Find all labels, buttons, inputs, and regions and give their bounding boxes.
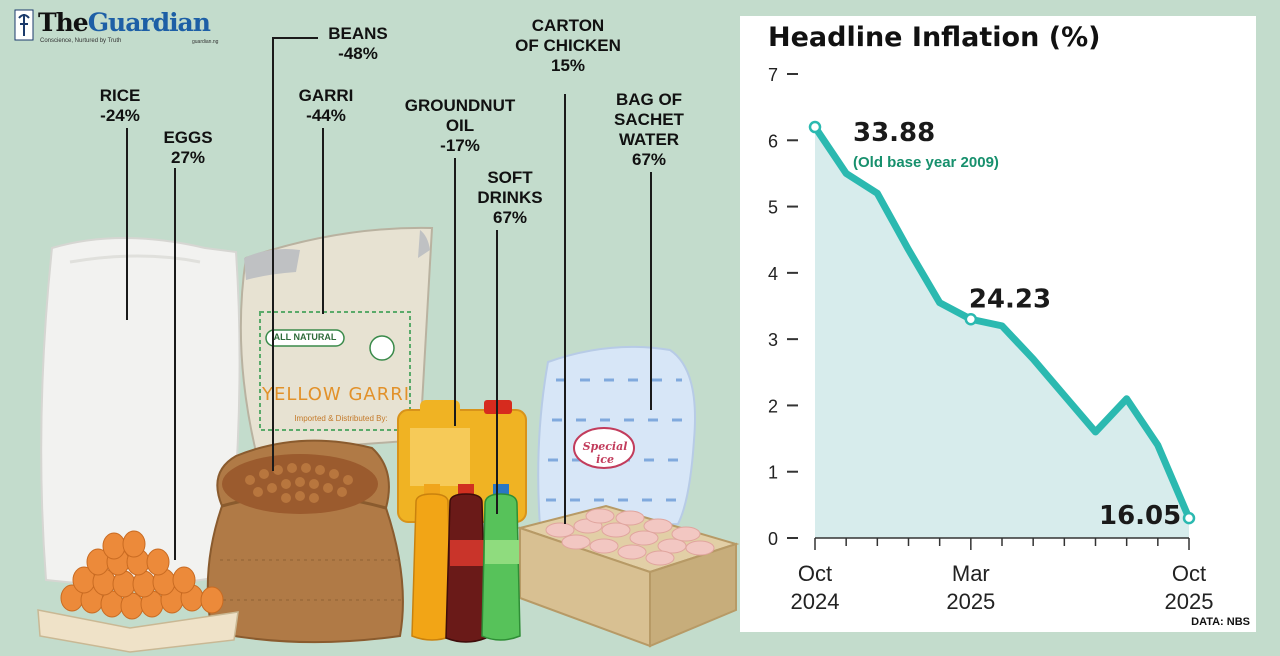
water-name-1: BAG OF: [615, 90, 683, 109]
rice-name: RICE: [99, 86, 141, 105]
garri-bag-top-label: ALL NATURAL: [273, 332, 337, 342]
y-tick-label: 7: [768, 65, 778, 85]
data-label: 16.05: [1099, 501, 1181, 531]
rice-change: -24%: [100, 106, 140, 125]
y-tick-label: 3: [768, 330, 778, 350]
groundnut-oil-change: -17%: [440, 136, 480, 155]
eggs-name: EGGS: [163, 128, 213, 147]
garri-bag-icon: [239, 226, 434, 454]
label-rice: RICE -24%: [80, 86, 160, 126]
label-soft-drinks: SOFT DRINKS 67%: [456, 168, 564, 228]
beans-leader-line: [272, 37, 274, 471]
rice-leader-line: [126, 128, 128, 320]
x-tick-label: Oct: [798, 561, 832, 586]
garri-bag-title: YELLOW GARRI: [261, 384, 411, 405]
inflation-chart: Headline Inflation (%) 0 1 2 3 4 5 6 7 Oct 2024 Ma…: [740, 16, 1256, 632]
products-illustration: [37, 226, 740, 653]
label-garri: GARRI -44%: [284, 86, 368, 126]
eggs-leader-line: [174, 168, 176, 560]
y-tick-label: 6: [768, 131, 778, 151]
brand-the: The: [38, 8, 89, 37]
data-point-marker: [964, 313, 978, 326]
chart-plot: 0 1 2 3 4 5 6 7 Oct 2024 Mar 2025 Oct 2025 33.88 (Old b…: [768, 65, 1214, 614]
water-brand-label: Special ice: [582, 440, 628, 466]
eggs-change: 27%: [170, 148, 206, 167]
garri-leader-line: [322, 128, 324, 314]
label-groundnut-oil: GROUNDNUT OIL -17%: [382, 96, 538, 156]
garri-change: -44%: [306, 106, 346, 125]
beans-bag-icon: [206, 439, 404, 644]
soft-drinks-icon: [411, 484, 521, 643]
x-tick-label: 2025: [946, 589, 995, 614]
label-eggs: EGGS 27%: [148, 128, 228, 168]
x-tick-label: Oct: [1172, 561, 1206, 586]
soft-drinks-leader-line: [496, 230, 498, 514]
groundnut-oil-name-2: OIL: [445, 116, 475, 135]
eggs-tray-icon: [37, 530, 239, 653]
groundnut-oil-leader-line: [454, 158, 456, 426]
inflation-line: [811, 123, 1193, 522]
data-source: DATA: NBS: [1191, 616, 1250, 628]
water-name-2: SACHET: [614, 110, 684, 129]
data-point-marker: [808, 120, 822, 134]
guardian-logo: TheGuardian Conscience, Nurtured by Trut…: [14, 6, 224, 50]
chicken-name-2: OF CHICKEN: [515, 36, 621, 55]
x-tick-label: Mar: [952, 561, 990, 586]
y-tick-label: 2: [768, 396, 778, 416]
water-name-3: WATER: [618, 130, 680, 149]
label-carton-of-chicken: CARTON OF CHICKEN 15%: [492, 16, 644, 76]
data-point-marker: [1182, 511, 1196, 525]
soft-drinks-name-2: DRINKS: [477, 188, 543, 207]
water-change: 67%: [631, 150, 667, 169]
sachet-water-icon: [537, 345, 696, 528]
y-tick-label: 4: [768, 264, 778, 284]
garri-name: GARRI: [298, 86, 354, 105]
brand-guardian: Guardian: [87, 8, 211, 37]
y-tick-label: 0: [768, 529, 778, 549]
brand-url: guardian.ng: [192, 39, 219, 45]
chicken-change: 15%: [550, 56, 586, 75]
chart-title: Headline Inflation (%): [768, 22, 1101, 53]
chicken-leader-line: [564, 94, 566, 524]
logo-emblem-icon: [14, 9, 34, 41]
water-leader-line: [650, 172, 652, 410]
label-sachet-water: BAG OF SACHET WATER 67%: [594, 90, 704, 170]
brand-tagline: Conscience, Nurtured by Truth: [40, 38, 122, 44]
garri-bag-subtitle: Imported & Distributed By:: [294, 414, 388, 423]
data-label: 33.88: [853, 118, 935, 148]
data-label: 24.23: [969, 284, 1051, 314]
y-tick-label: 5: [768, 198, 778, 218]
data-note: (Old base year 2009): [853, 154, 999, 171]
y-tick-label: 1: [768, 463, 778, 483]
x-tick-label: 2024: [791, 589, 840, 614]
groundnut-oil-name-1: GROUNDNUT: [404, 96, 516, 115]
beans-change: -48%: [338, 44, 378, 63]
x-tick-label: 2025: [1165, 589, 1214, 614]
beans-name: BEANS: [328, 24, 388, 43]
label-beans: BEANS -48%: [318, 24, 398, 64]
beans-leader-line-h: [272, 37, 318, 39]
chicken-carton-icon: [516, 504, 740, 648]
chicken-name-1: CARTON: [531, 16, 605, 35]
soft-drinks-change: 67%: [492, 208, 528, 227]
soft-drinks-name-1: SOFT: [487, 168, 533, 187]
